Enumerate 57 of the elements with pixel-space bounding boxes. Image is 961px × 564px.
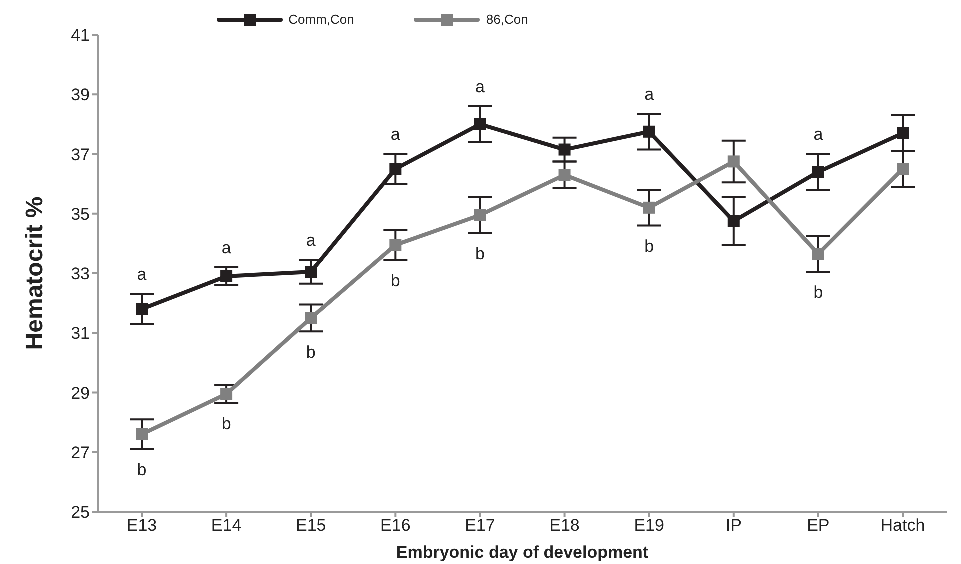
point (136, 303, 148, 316)
y-tick-label: 41 (71, 26, 90, 46)
point (474, 209, 486, 222)
point (390, 163, 402, 176)
y-tick-label: 33 (71, 264, 90, 284)
y-axis-title: Hematocrit % (22, 196, 49, 350)
y-tick-label: 27 (71, 443, 90, 462)
annotation: b (306, 342, 316, 362)
annotation: a (222, 238, 232, 258)
point (897, 127, 909, 140)
x-tick-label: E19 (634, 516, 664, 536)
legend-label: 86,Con (486, 12, 528, 27)
annotation: a (390, 125, 401, 144)
annotation: a (814, 125, 824, 144)
point (558, 169, 571, 182)
point (728, 156, 740, 168)
point (220, 270, 233, 282)
x-tick-label: E15 (296, 516, 326, 536)
annotation: b (814, 283, 824, 302)
y-tick-label: 31 (71, 324, 90, 344)
y-tick-label: 39 (71, 86, 90, 105)
x-tick-label: E13 (126, 516, 158, 536)
annotation: a (137, 265, 148, 284)
point (390, 239, 402, 252)
point (728, 215, 740, 228)
annotation: b (390, 271, 400, 290)
x-tick-label: Hatch (880, 516, 926, 536)
annotation: b (137, 460, 147, 480)
point (558, 144, 571, 156)
y-tick-label: 25 (71, 503, 90, 522)
point (220, 388, 233, 400)
x-tick-label: E18 (550, 516, 580, 536)
x-tick-label: E16 (380, 516, 411, 536)
annotation: a (644, 84, 655, 104)
point (474, 118, 486, 130)
point (305, 266, 318, 278)
point (136, 428, 148, 440)
x-tick-label: IP (726, 516, 742, 536)
y-tick-label: 37 (71, 145, 90, 164)
annotation: b (644, 237, 654, 256)
y-tick-label: 29 (71, 384, 90, 403)
point (897, 163, 909, 176)
point (643, 202, 656, 214)
annotation: a (306, 230, 316, 250)
annotation: b (475, 244, 485, 264)
annotation: b (222, 414, 232, 434)
point (812, 166, 824, 178)
x-tick-label: E14 (211, 516, 242, 536)
x-axis-title: Embryonic day of development (396, 543, 649, 562)
point (305, 312, 318, 324)
legend-label: Comm,Con (288, 12, 354, 27)
x-tick-label: E17 (465, 516, 496, 536)
x-tick-label: EP (807, 516, 830, 536)
annotation: a (475, 77, 486, 96)
point (643, 126, 656, 138)
y-tick-label: 35 (71, 204, 90, 224)
point (812, 248, 824, 260)
